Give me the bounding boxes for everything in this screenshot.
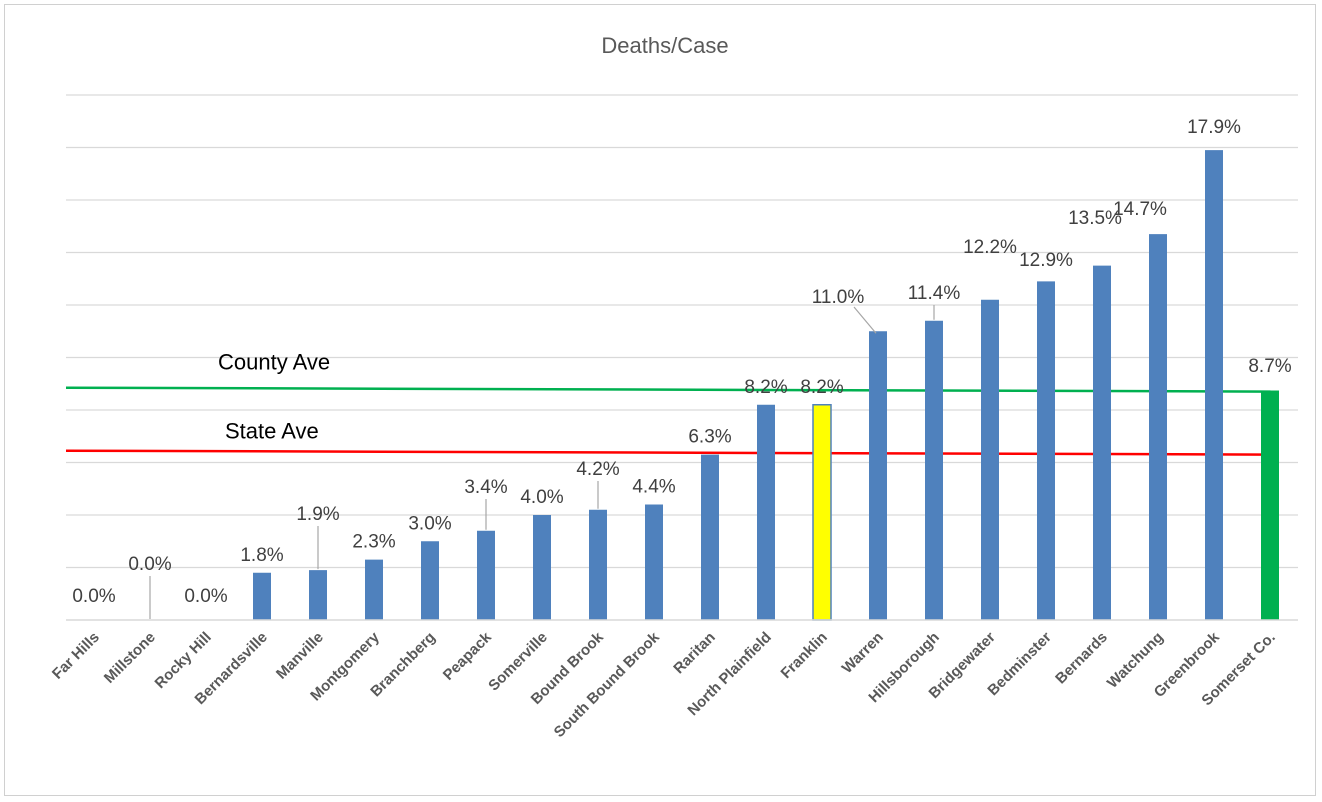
data-label-branchberg: 3.0%	[408, 513, 451, 534]
bar-peapack	[477, 530, 495, 620]
x-tick-south-bound-brook: South Bound Brook	[551, 628, 664, 741]
state-ave-line	[65, 449, 1280, 456]
x-tick-millstone: Millstone	[101, 629, 159, 687]
data-label-somerset-co: 8.7%	[1248, 356, 1291, 377]
data-label-manville: 1.9%	[296, 504, 339, 525]
bar-branchberg	[421, 541, 439, 620]
data-label-warren: 11.0%	[812, 287, 865, 308]
bar-north-plainfield	[757, 404, 775, 620]
data-label-peapack: 3.4%	[464, 477, 507, 498]
bar-manville	[309, 570, 327, 620]
data-label-bernards: 13.5%	[1068, 208, 1122, 229]
bar-bridgewater	[981, 299, 999, 620]
bars	[253, 150, 1279, 621]
bar-bedminster	[1037, 281, 1055, 620]
x-tick-warren: Warren	[839, 629, 887, 677]
data-label-bernardsville: 1.8%	[240, 545, 283, 566]
bar-somerville	[533, 515, 551, 620]
data-label-franklin: 8.2%	[800, 377, 843, 398]
state-ave-label: State Ave	[225, 419, 319, 444]
x-tick-manville: Manville	[273, 629, 327, 683]
x-tick-peapack: Peapack	[440, 628, 496, 684]
data-label-raritan: 6.3%	[688, 427, 731, 448]
bar-franklin	[812, 404, 832, 621]
x-tick-far-hills: Far Hills	[49, 629, 103, 683]
data-label-bound-brook: 4.2%	[576, 459, 619, 480]
bar-hillsborough	[925, 320, 943, 620]
bar-south-bound-brook	[645, 504, 663, 620]
reference-lines: County Ave State Ave	[65, 350, 1280, 456]
chart-title: Deaths/Case	[601, 33, 728, 58]
county-ave-label: County Ave	[218, 350, 330, 375]
bar-bernardsville	[253, 572, 271, 620]
bar-bound-brook	[589, 509, 607, 620]
bar-montgomery	[365, 559, 383, 620]
data-label-bedminster: 12.9%	[1019, 250, 1073, 271]
data-label-far-hills: 0.0%	[72, 586, 115, 607]
data-label-bridgewater: 12.2%	[963, 237, 1017, 258]
data-label-montgomery: 2.3%	[352, 532, 395, 553]
data-label-north-plainfield: 8.2%	[744, 377, 787, 398]
gridlines	[66, 94, 1298, 569]
bar-greenbrook	[1205, 150, 1223, 620]
bar-watchung	[1149, 234, 1167, 620]
x-tick-franklin: Franklin	[778, 629, 831, 682]
data-label-watchung: 14.7%	[1113, 199, 1167, 220]
x-tick-bernards: Bernards	[1052, 629, 1111, 688]
bar-somerset-co	[1261, 391, 1279, 620]
data-label-rocky-hill: 0.0%	[184, 586, 227, 607]
bar-warren	[869, 331, 887, 620]
data-label-greenbrook: 17.9%	[1187, 117, 1241, 138]
county-ave-line	[65, 386, 1280, 393]
data-label-south-bound-brook: 4.4%	[632, 477, 675, 498]
label-leader-lines	[149, 305, 935, 619]
data-labels: 0.0% 0.0% 0.0% 1.8% 1.9% 2.3% 3.0% 3.4% 4.0% 4.2%…	[72, 117, 1291, 607]
data-label-hillsborough: 11.4%	[908, 283, 961, 304]
data-label-millstone: 0.0%	[128, 554, 171, 575]
bar-bernards	[1093, 265, 1111, 620]
x-tick-raritan: Raritan	[670, 629, 719, 678]
data-label-somerville: 4.0%	[520, 487, 563, 508]
leader-line	[853, 306, 877, 334]
bar-raritan	[701, 454, 719, 620]
